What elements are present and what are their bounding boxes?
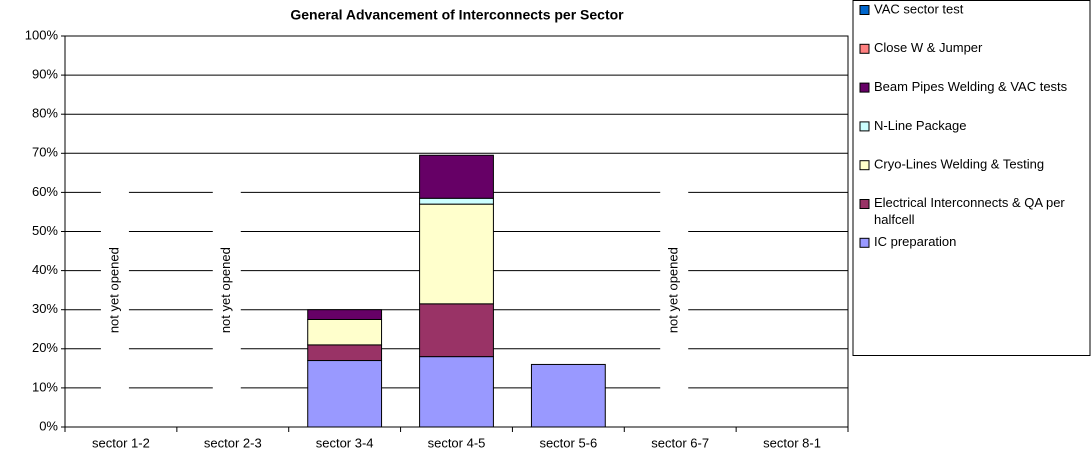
- y-tick-label: 20%: [32, 340, 58, 355]
- bar-segment: [307, 344, 383, 362]
- legend-label: Cryo-Lines Welding & Testing: [874, 157, 1044, 172]
- legend-swatch: [859, 43, 870, 54]
- legend-swatch: [859, 121, 870, 132]
- y-tick-label: 50%: [32, 223, 58, 238]
- legend-label: Electrical Interconnects & QA per halfce…: [874, 195, 1068, 227]
- annotation: not yet opened: [106, 247, 121, 333]
- y-tick-label: 100%: [25, 27, 59, 42]
- legend-swatch: [859, 82, 870, 93]
- legend-label: Beam Pipes Welding & VAC tests: [874, 79, 1068, 94]
- y-tick-label: 70%: [32, 145, 58, 160]
- bar-segment: [419, 203, 494, 305]
- annotation: not yet opened: [666, 247, 681, 333]
- legend-swatch: [859, 160, 870, 171]
- x-tick-label: sector 1-2: [92, 435, 150, 450]
- y-tick-label: 60%: [32, 184, 58, 199]
- legend-swatch: [859, 199, 870, 209]
- legend-label: Close W & Jumper: [874, 40, 983, 55]
- legend-label: N-Line Package: [874, 118, 967, 133]
- annotation-background: [212, 184, 241, 396]
- legend-swatch: [859, 5, 870, 15]
- legend-label: VAC sector test: [874, 1, 964, 16]
- legend-swatch: [859, 237, 870, 248]
- annotation-background: [100, 184, 129, 396]
- bar-segment: [419, 303, 494, 358]
- legend-label: IC preparation: [874, 234, 956, 249]
- bar-segment: [307, 318, 383, 346]
- y-tick-label: 80%: [32, 106, 58, 121]
- bar-segment: [307, 309, 383, 320]
- bar-segment: [419, 154, 494, 199]
- y-tick-label: 90%: [32, 67, 58, 82]
- x-tick-label: sector 8-1: [763, 435, 821, 450]
- y-tick-label: 30%: [32, 301, 58, 316]
- bar-segment: [419, 197, 494, 205]
- bar-segment: [419, 356, 494, 428]
- x-tick-label: sector 6-7: [651, 435, 709, 450]
- x-tick-label: sector 5-6: [539, 435, 597, 450]
- legend-box: [852, 0, 1091, 356]
- x-tick-label: sector 4-5: [428, 435, 486, 450]
- annotation: not yet opened: [218, 247, 233, 333]
- y-tick-label: 10%: [32, 379, 58, 394]
- y-tick-label: 40%: [32, 262, 58, 277]
- annotation-background: [660, 184, 689, 396]
- bar-segment: [530, 363, 606, 428]
- chart-title: General Advancement of Interconnects per…: [290, 7, 624, 23]
- y-tick-label: 0%: [39, 418, 58, 433]
- x-tick-label: sector 3-4: [316, 435, 374, 450]
- bar-segment: [307, 360, 383, 428]
- x-tick-label: sector 2-3: [204, 435, 262, 450]
